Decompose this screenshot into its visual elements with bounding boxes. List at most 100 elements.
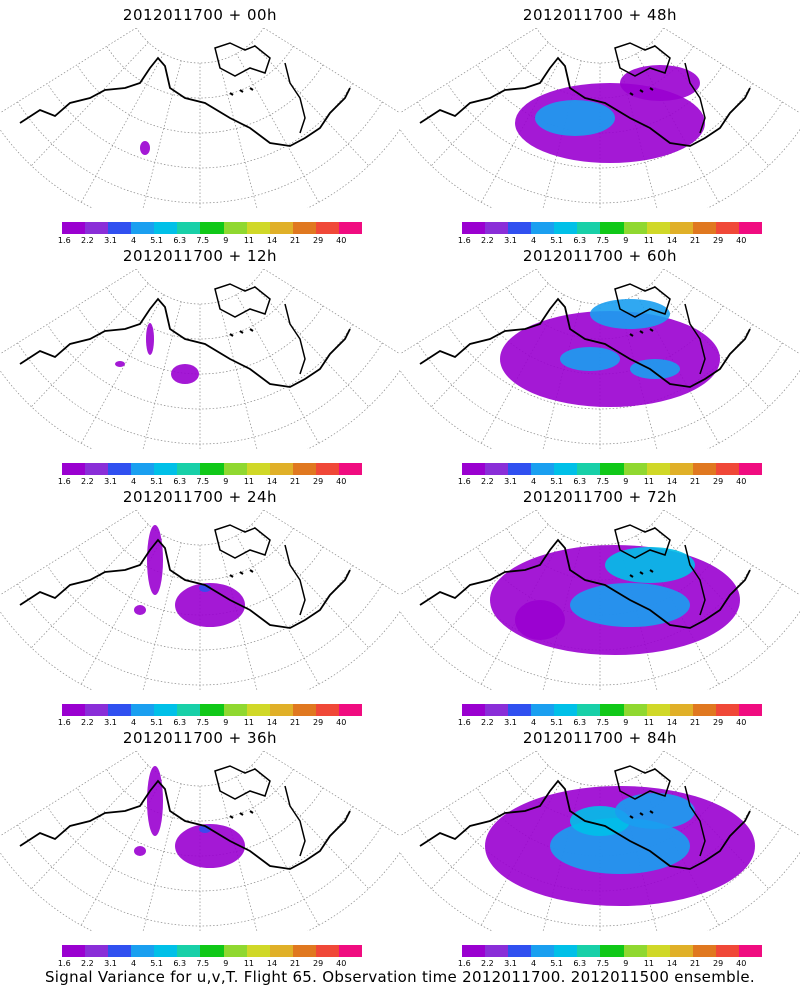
colorbar-label: 1.6 — [57, 959, 71, 968]
longitude-line — [236, 294, 320, 444]
greenland-coast — [684, 303, 706, 375]
colorbar-label: 6.3 — [173, 236, 187, 245]
longitude-line — [400, 28, 537, 114]
colorbar-label: 6.3 — [573, 236, 587, 245]
latitude-line — [136, 28, 264, 64]
colorbar-label: 9 — [623, 718, 629, 727]
colorbar-label: 11 — [643, 718, 655, 727]
longitude-line — [236, 776, 320, 926]
colorbar-swatch — [692, 945, 716, 957]
variance-contour — [147, 766, 163, 836]
colorbar-swatch — [223, 222, 247, 234]
map-plot — [0, 751, 400, 931]
colorbar-swatch — [85, 222, 109, 234]
latitude-line — [136, 751, 264, 787]
map-panel: 2012011700 + 00h 1.6 2.2 3.1 4 5.1 6.3 7.5 9 11 14… — [0, 0, 400, 245]
colorbar-swatch — [600, 945, 624, 957]
colorbar-swatch — [531, 704, 555, 716]
map-plot — [0, 269, 400, 449]
colorbar-label: 7.5 — [196, 236, 210, 245]
longitude-line — [251, 42, 369, 166]
colorbar-swatch — [669, 463, 693, 475]
longitude-line — [236, 535, 320, 685]
colorbar-swatch — [62, 463, 86, 475]
colorbar-label: 3.1 — [104, 718, 117, 727]
latitude-line — [476, 64, 724, 134]
greenland-coast — [684, 62, 706, 134]
colorbar-label: 11 — [643, 477, 655, 486]
colorbar-swatch — [669, 945, 693, 957]
colorbar — [62, 945, 363, 957]
colorbar-swatch — [738, 704, 763, 716]
colorbar-label: 21 — [289, 236, 301, 245]
colorbar-label: 2.2 — [81, 477, 94, 486]
arctic-islands — [614, 765, 671, 800]
colorbar-labels: 1.6 2.2 3.1 4 5.1 6.3 7.5 9 11 14 21 29 40 — [458, 959, 762, 969]
colorbar-swatch — [246, 945, 270, 957]
colorbar-swatch — [715, 222, 739, 234]
panel-title: 2012011700 + 48h — [522, 6, 678, 24]
colorbar-swatch — [577, 945, 601, 957]
coastline — [19, 538, 351, 629]
colorbar-label: 29 — [313, 718, 324, 727]
longitude-line — [142, 542, 182, 690]
longitude-line — [142, 301, 182, 449]
colorbar-swatch — [462, 945, 486, 957]
colorbar-swatch — [692, 704, 716, 716]
longitude-line — [663, 28, 800, 114]
map-plot — [400, 28, 800, 208]
colorbar-label: 1.6 — [57, 718, 71, 727]
variance-contour — [140, 141, 150, 155]
colorbar-label: 14 — [666, 236, 678, 245]
colorbar-swatch — [200, 463, 224, 475]
colorbar-swatch — [223, 704, 247, 716]
colorbar-label: 11 — [243, 959, 255, 968]
coastline — [419, 538, 751, 629]
colorbar-swatch — [108, 704, 132, 716]
colorbar-swatch — [738, 222, 763, 234]
colorbar-label: 4 — [130, 718, 137, 727]
coastline — [419, 779, 751, 870]
colorbar-label: 40 — [736, 236, 747, 245]
colorbar-swatch — [623, 222, 647, 234]
map-panel: 2012011700 + 60h 1.6 2.2 3.1 4 5.1 6.3 7.5 9 11 14… — [400, 241, 800, 486]
colorbar-label: 21 — [289, 477, 301, 486]
islands — [629, 87, 654, 96]
islands — [629, 810, 654, 819]
colorbar-label: 5.1 — [550, 718, 563, 727]
latitude-line — [0, 369, 400, 449]
colorbar-swatch — [62, 945, 86, 957]
colorbar-swatch — [154, 463, 178, 475]
arctic-islands — [214, 42, 271, 77]
colorbar-label: 29 — [313, 959, 324, 968]
longitude-line — [400, 751, 537, 837]
colorbar-label: 40 — [736, 718, 747, 727]
colorbar-swatch — [715, 463, 739, 475]
colorbar-swatch — [223, 463, 247, 475]
colorbar-labels: 1.6 2.2 3.1 4 5.1 6.3 7.5 9 11 14 21 29 40 — [458, 477, 762, 487]
latitude-line — [47, 83, 353, 169]
longitude-line — [80, 294, 164, 444]
islands — [629, 328, 654, 337]
map-panel: 2012011700 + 84h 1.6 2.2 3.1 4 5.1 6.3 7.5 9 11 14… — [400, 723, 800, 968]
colorbar-swatch — [531, 222, 555, 234]
colorbar-swatch — [338, 704, 363, 716]
colorbar — [62, 463, 363, 475]
colorbar-swatch — [223, 945, 247, 957]
colorbar-label: 5.1 — [150, 718, 163, 727]
panel-title: 2012011700 + 36h — [122, 729, 278, 747]
variance-contour — [134, 846, 146, 856]
colorbar-swatch — [623, 704, 647, 716]
colorbar-label: 9 — [623, 477, 629, 486]
colorbar-swatch — [485, 463, 509, 475]
colorbar-swatch — [315, 945, 339, 957]
colorbar-label: 7.5 — [196, 718, 210, 727]
arctic-islands — [214, 765, 271, 800]
longitude-line — [142, 783, 182, 931]
colorbar-label: 3.1 — [104, 477, 117, 486]
colorbar-label: 2.2 — [81, 718, 94, 727]
greenland-coast — [284, 303, 306, 375]
colorbar-swatch — [200, 222, 224, 234]
longitude-line — [431, 42, 549, 166]
colorbar-labels: 1.6 2.2 3.1 4 5.1 6.3 7.5 9 11 14 21 29 40 — [58, 959, 362, 969]
